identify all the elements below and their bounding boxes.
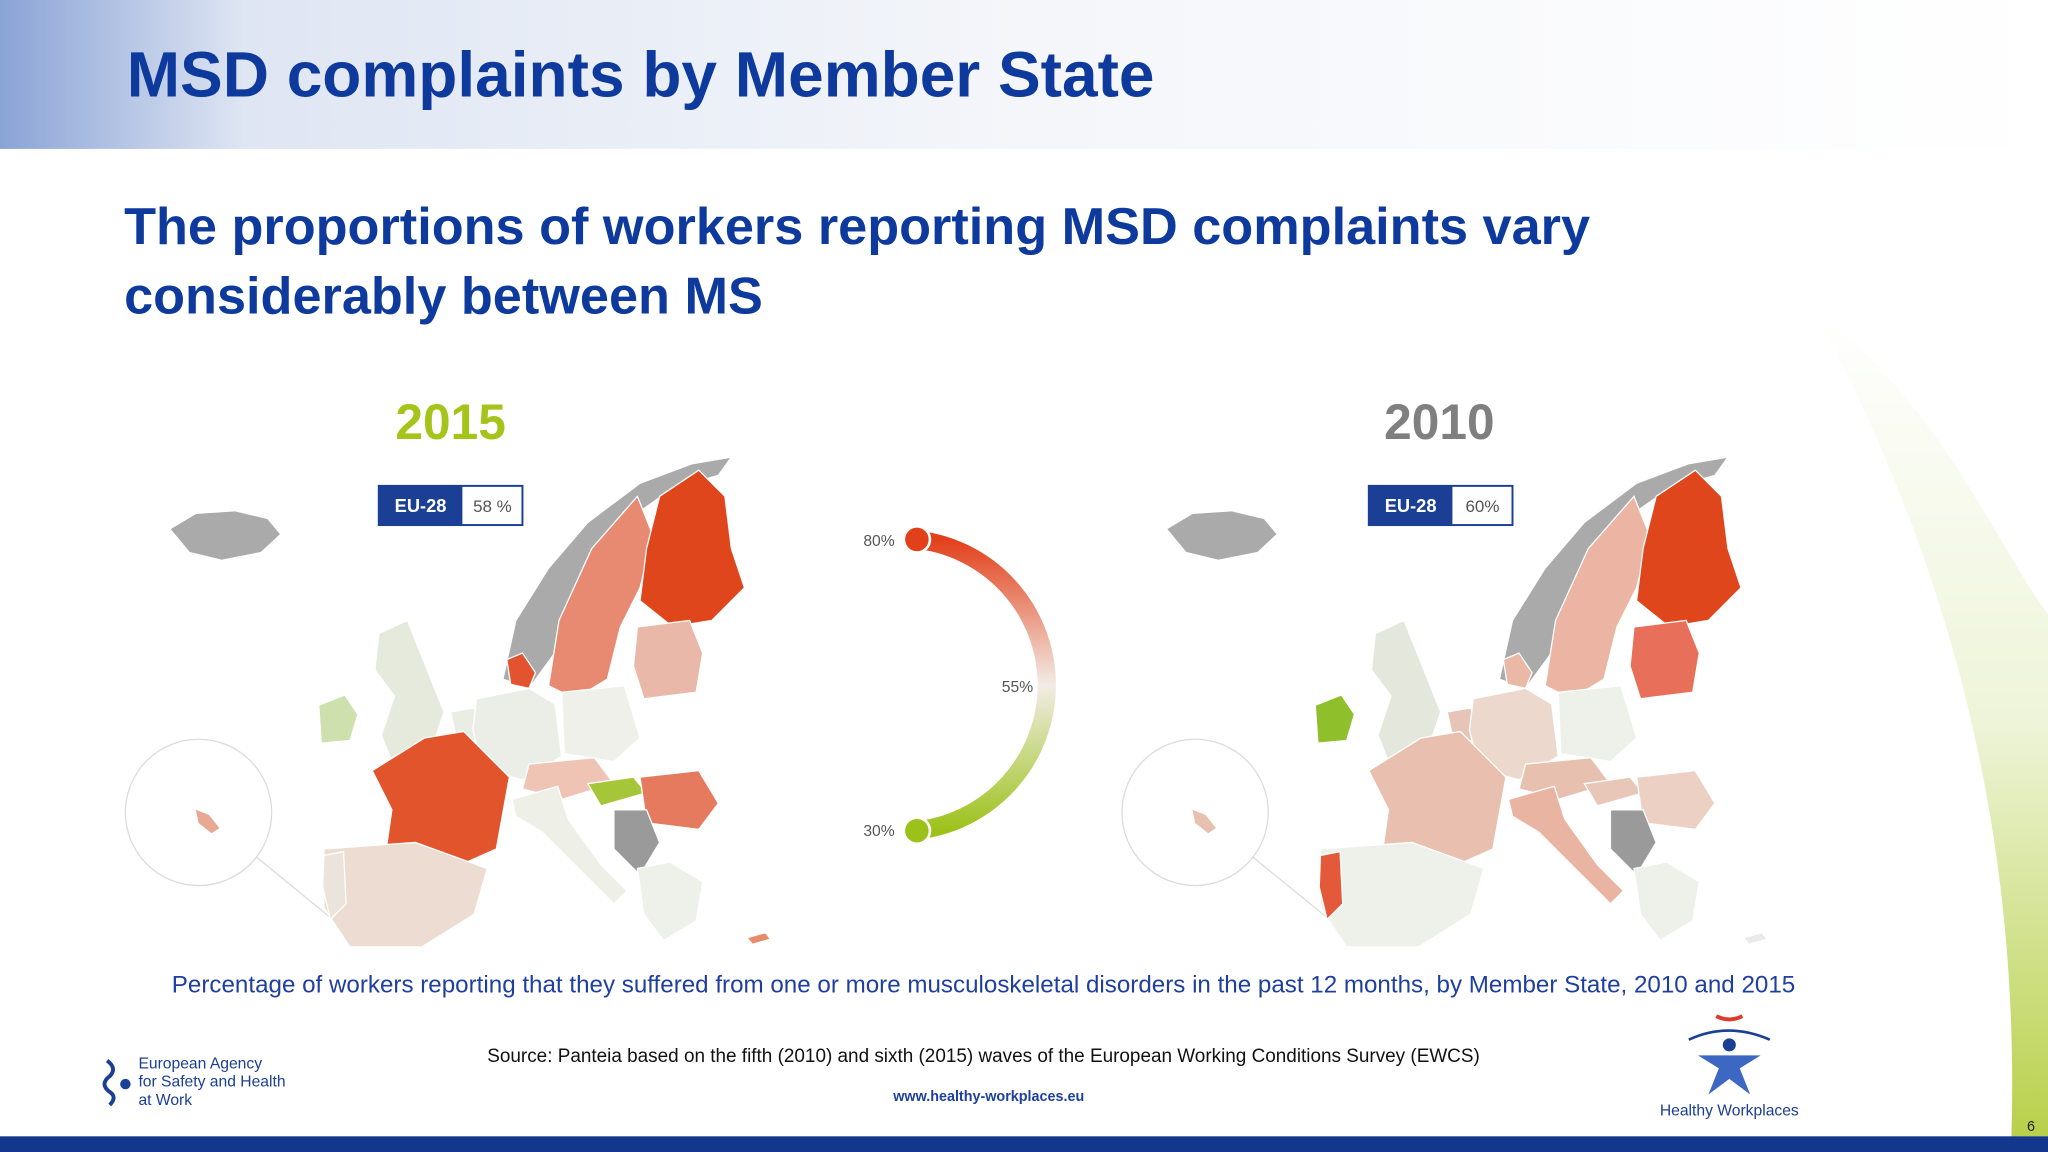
logo-text: for Safety and Health <box>138 1074 285 1091</box>
logo-mark <box>1688 1029 1771 1041</box>
caption-box: Percentage of workers reporting that the… <box>171 970 1796 998</box>
country <box>1635 769 1716 831</box>
country <box>613 809 661 877</box>
country <box>1318 850 1344 921</box>
subtitle: The proportions of workers reporting MSD… <box>124 198 1591 326</box>
map-2015 <box>124 456 772 948</box>
year-label: 2010 <box>1384 394 1494 450</box>
badge-label: EU-28 <box>395 495 447 516</box>
logo-mark <box>1722 1038 1736 1052</box>
country <box>1633 861 1700 942</box>
country <box>371 730 511 876</box>
scale-end <box>902 816 932 846</box>
title: MSD complaints by Member State <box>127 39 1155 111</box>
source: Source: Panteia based on the fifth (2010… <box>487 1046 1480 1067</box>
logo-text: European Agency <box>138 1055 262 1072</box>
country <box>1629 619 1700 700</box>
country <box>745 931 772 946</box>
scale-end <box>902 525 932 554</box>
country <box>1192 809 1216 834</box>
badge-fill <box>378 485 463 526</box>
campaign-logo: Healthy Workplaces <box>1660 1014 1799 1119</box>
caption: Percentage of workers reporting that the… <box>171 970 1796 998</box>
country <box>632 619 704 700</box>
country <box>1609 809 1657 877</box>
logo-text: Healthy Workplaces <box>1660 1102 1799 1119</box>
scale-label: 30% <box>863 823 894 840</box>
year-label: 2015 <box>395 394 505 450</box>
country <box>323 841 488 948</box>
logo-mark <box>1697 1055 1761 1095</box>
page-number: 6 <box>2027 1119 2035 1135</box>
country <box>1319 841 1485 948</box>
country <box>506 652 537 690</box>
country <box>560 685 641 763</box>
country <box>1507 785 1625 905</box>
scale-arc <box>913 530 1056 840</box>
scale-label: 55% <box>1002 679 1033 696</box>
country <box>511 785 628 905</box>
country <box>168 510 282 561</box>
color-scale: 80% 55% 30% <box>863 525 1056 846</box>
country <box>1367 730 1507 876</box>
footer-bar <box>0 1136 2048 1152</box>
decor-swoosh <box>1815 313 2048 1137</box>
country <box>318 694 359 744</box>
country <box>1635 469 1742 628</box>
country <box>1502 652 1533 690</box>
country <box>1314 694 1356 744</box>
badge-value: 58 % <box>473 497 512 516</box>
agency-logo: European Agency for Safety and Health at… <box>102 1055 286 1109</box>
header-band <box>0 0 2048 149</box>
badge-label: EU-28 <box>1385 495 1437 516</box>
country <box>639 469 746 628</box>
logo-mark <box>102 1059 116 1107</box>
country <box>321 850 347 921</box>
logo-mark <box>120 1078 131 1090</box>
map-2010 <box>1121 456 1769 948</box>
badge: EU-28 58 % <box>377 484 524 527</box>
country <box>639 769 720 831</box>
url: www.healthy-workplaces.eu <box>892 1089 1084 1105</box>
scale-label: 80% <box>863 533 894 550</box>
logo-text: at Work <box>138 1092 192 1109</box>
country <box>1557 685 1638 763</box>
country <box>195 809 220 834</box>
subtitle-box: The proportions of workers reporting MSD… <box>124 198 1591 326</box>
country <box>1742 931 1769 946</box>
badge-fill <box>1368 485 1453 526</box>
country <box>1165 510 1279 561</box>
logo-mark <box>1715 1014 1744 1022</box>
badge: EU-28 60% <box>1367 484 1514 527</box>
badge-value: 60% <box>1465 497 1499 516</box>
country <box>636 861 704 942</box>
